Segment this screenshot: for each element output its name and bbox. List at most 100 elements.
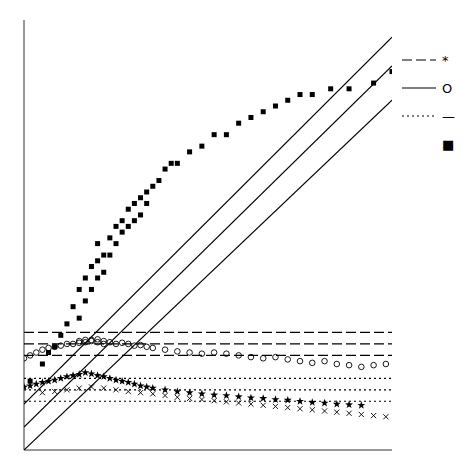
x-point [113,387,118,392]
star-point [24,383,28,391]
square-point [52,344,57,349]
x-point [187,396,192,401]
square-point [144,201,149,206]
star-point [271,395,279,403]
square-point [95,258,100,263]
circle-point [83,337,89,343]
x-point [64,387,69,392]
square-point [107,235,112,240]
star-point [235,392,243,400]
circle-point [24,355,27,361]
square-point [156,178,161,183]
x-point [236,400,241,405]
circle-point [359,364,365,370]
star-point [173,387,181,395]
circle-point [187,350,193,356]
square-point [150,184,155,189]
star-point [222,391,230,399]
star-point [69,371,77,379]
star-point [81,368,89,376]
circle-point [70,341,76,347]
star-point [124,378,132,386]
star-point [161,386,169,394]
square-point [298,92,303,97]
x-point [371,413,376,418]
star-point [45,377,53,385]
square-point [95,241,100,246]
circle-point [125,341,131,347]
square-point [132,201,137,206]
star-point [143,383,151,391]
x-point [212,398,217,403]
square-point [107,253,112,258]
square-point [77,287,82,292]
x-point [285,405,290,410]
square-point [83,276,88,281]
x-point [334,410,339,415]
x-axis [24,450,392,451]
circle-point [119,340,125,346]
x-point [310,407,315,412]
x-point [77,385,82,390]
line-solid [24,100,392,450]
circle-point [150,345,156,351]
square-point [273,104,278,109]
square-point [71,304,76,309]
square-point [236,121,241,126]
x-point [199,397,204,402]
circle-point [33,350,39,356]
square-point [126,224,131,229]
circle-point [334,361,340,367]
circle-point [95,339,101,345]
star-point [118,377,126,385]
legend-label: O [442,81,452,96]
circle-point [346,362,352,368]
circle-point [138,342,144,348]
star-point [87,370,95,378]
circle-point [162,347,168,353]
circle-point [260,355,266,361]
x-point [346,411,351,416]
circle-point [58,343,64,349]
circle-point [175,349,181,355]
square-point [371,81,376,86]
circle-point [199,351,205,357]
legend-line [402,115,436,116]
square-point [138,212,143,217]
circle-point [76,338,82,344]
square-point [120,230,125,235]
square-point [83,298,88,303]
square-point [187,149,192,154]
legend: *O—■ [402,53,455,152]
star-point [321,399,329,407]
circle-point [309,360,315,366]
star-point [38,378,46,386]
star-point [137,382,145,390]
star-point [100,372,108,380]
square-point [169,161,174,166]
circle-point [113,341,119,347]
legend-line [402,87,436,88]
x-point [101,385,106,390]
legend-line [402,59,436,60]
line-solid [24,37,392,404]
star-point [198,390,206,398]
square-point [114,241,119,246]
circle-point [101,341,107,347]
star-point [106,374,114,382]
circle-point [211,350,217,356]
circle-point [144,344,150,350]
star-point [112,376,120,384]
x-point [126,389,131,394]
square-point [224,132,229,137]
square-point [89,287,94,292]
star-point [26,382,34,390]
square-point [328,86,333,91]
circle-point [40,347,46,353]
square-point [89,264,94,269]
star-point [284,396,292,404]
star-point [296,397,304,405]
square-point [126,207,131,212]
square-point [95,276,100,281]
star-point [333,400,341,408]
